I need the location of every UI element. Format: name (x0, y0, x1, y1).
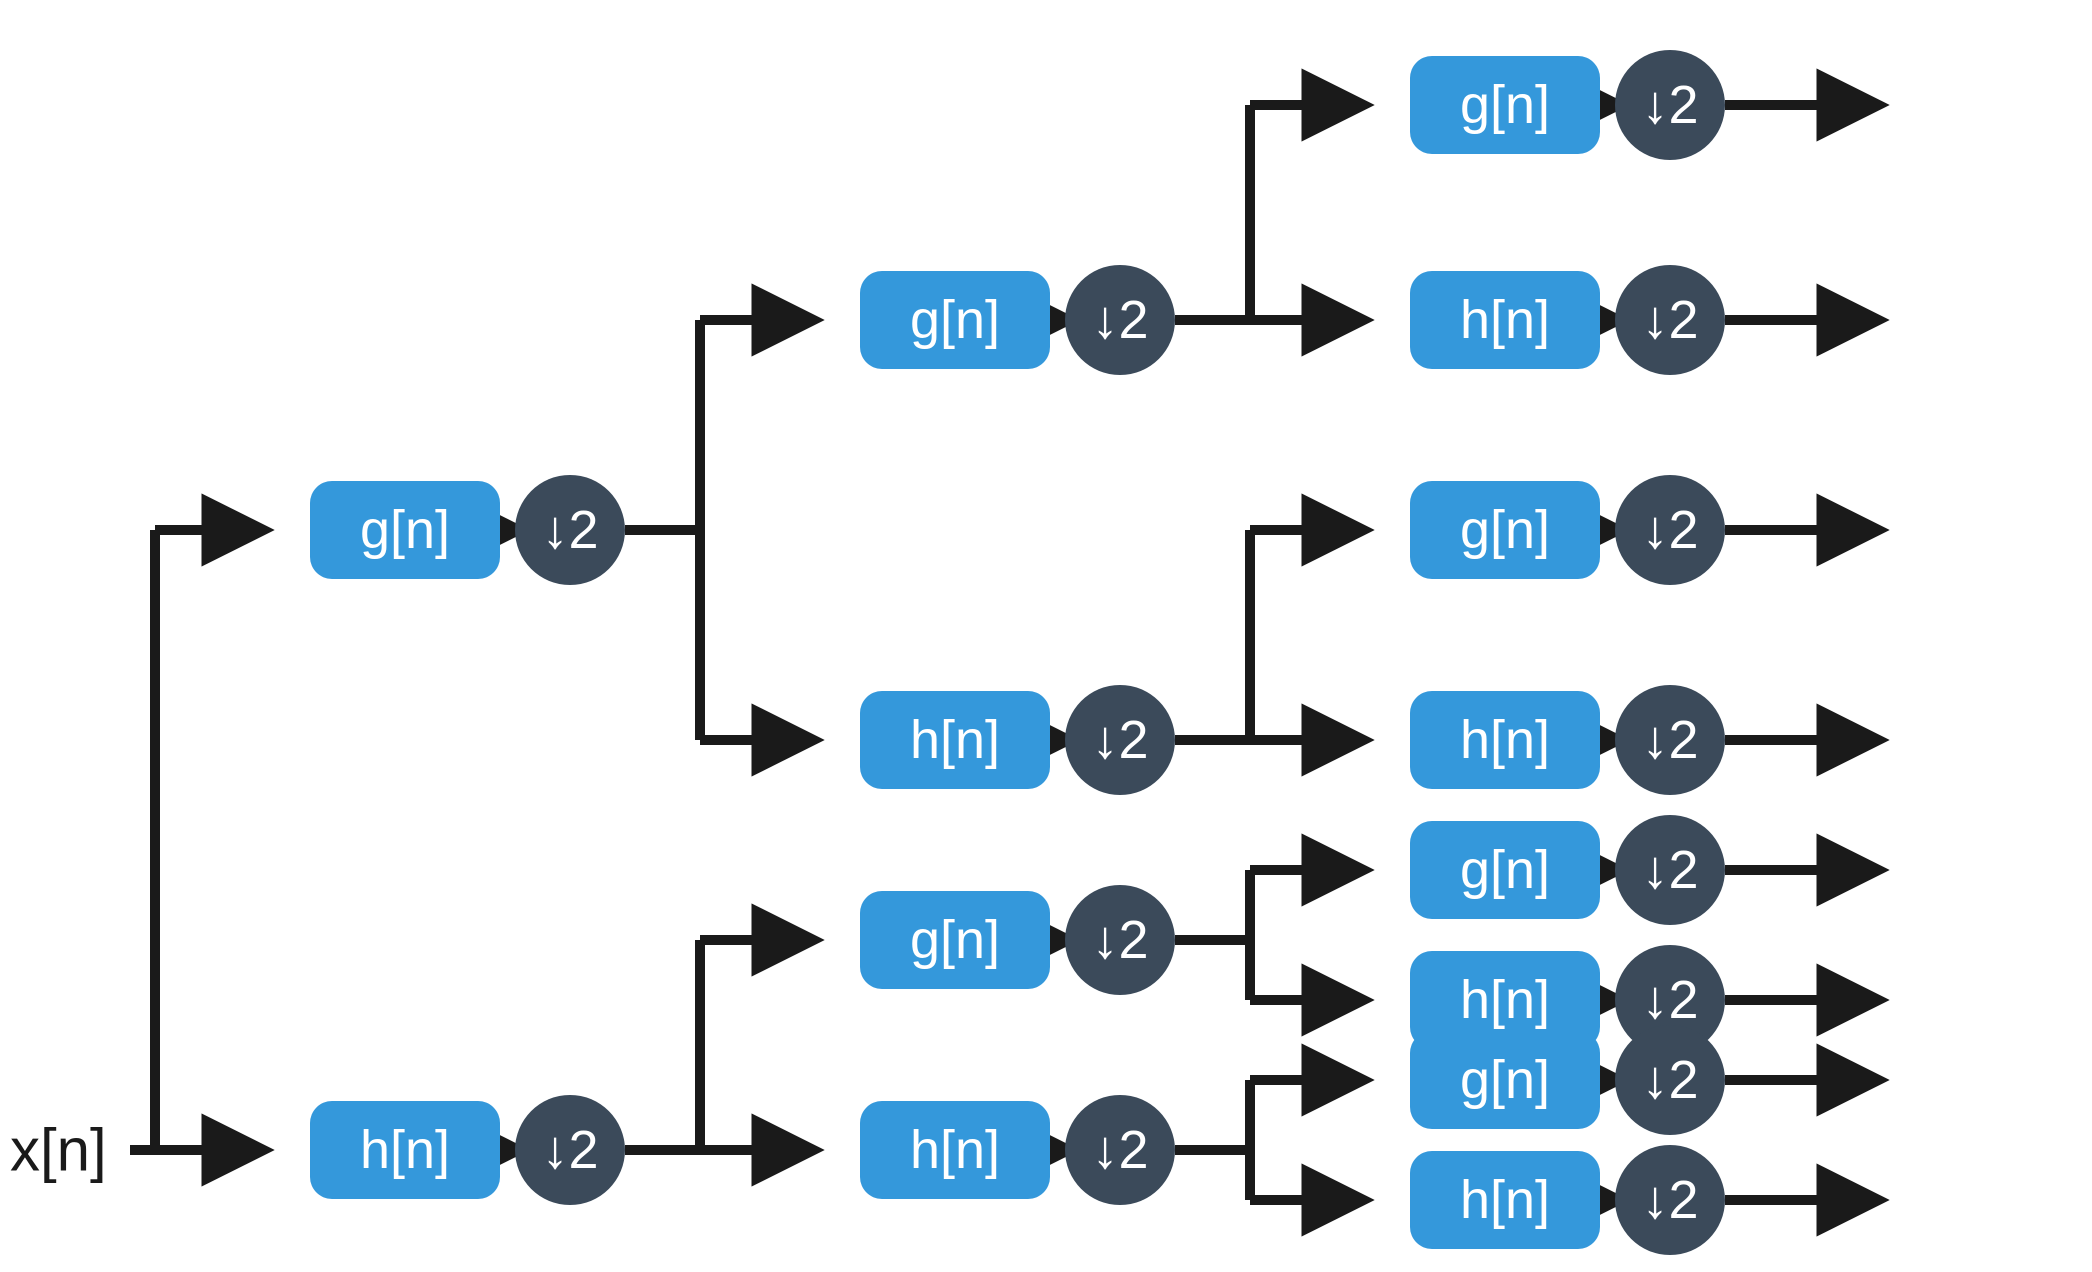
input-signal-label: x[n] (10, 1117, 107, 1184)
filter-node-label: h[n] (910, 710, 1000, 770)
filter-node-label: g[n] (1460, 1050, 1550, 1110)
downsample-node-label: ↓2 (1641, 710, 1698, 770)
downsample-node-label: ↓2 (541, 500, 598, 560)
downsample-node-label: ↓2 (1091, 290, 1148, 350)
filter-node-label: g[n] (1460, 500, 1550, 560)
filter-node-label: h[n] (910, 1120, 1000, 1180)
filter-node-label: g[n] (360, 500, 450, 560)
downsample-node-label: ↓2 (1641, 75, 1698, 135)
downsample-node-label: ↓2 (1091, 1120, 1148, 1180)
downsample-node-label: ↓2 (1641, 1170, 1698, 1230)
filter-node-label: g[n] (1460, 840, 1550, 900)
filter-node-label: h[n] (1460, 970, 1550, 1030)
downsample-node-label: ↓2 (1641, 290, 1698, 350)
downsample-node-label: ↓2 (1091, 710, 1148, 770)
downsample-node-label: ↓2 (1091, 910, 1148, 970)
downsample-node-label: ↓2 (1641, 1050, 1698, 1110)
filter-node-label: h[n] (1460, 710, 1550, 770)
wavelet-packet-tree-diagram: x[n] g[n] ↓2 h[n] ↓2 g[n] ↓2 h[n] ↓2 g[n] ↓2 h[n] ↓2… (0, 0, 2092, 1272)
filter-node-label: g[n] (910, 910, 1000, 970)
downsample-node-label: ↓2 (1641, 970, 1698, 1030)
downsample-node-label: ↓2 (1641, 500, 1698, 560)
filter-node-label: g[n] (1460, 75, 1550, 135)
filter-node-label: g[n] (910, 290, 1000, 350)
filter-node-label: h[n] (1460, 290, 1550, 350)
downsample-node-label: ↓2 (1641, 840, 1698, 900)
downsample-node-label: ↓2 (541, 1120, 598, 1180)
filter-node-label: h[n] (1460, 1170, 1550, 1230)
filter-node-label: h[n] (360, 1120, 450, 1180)
